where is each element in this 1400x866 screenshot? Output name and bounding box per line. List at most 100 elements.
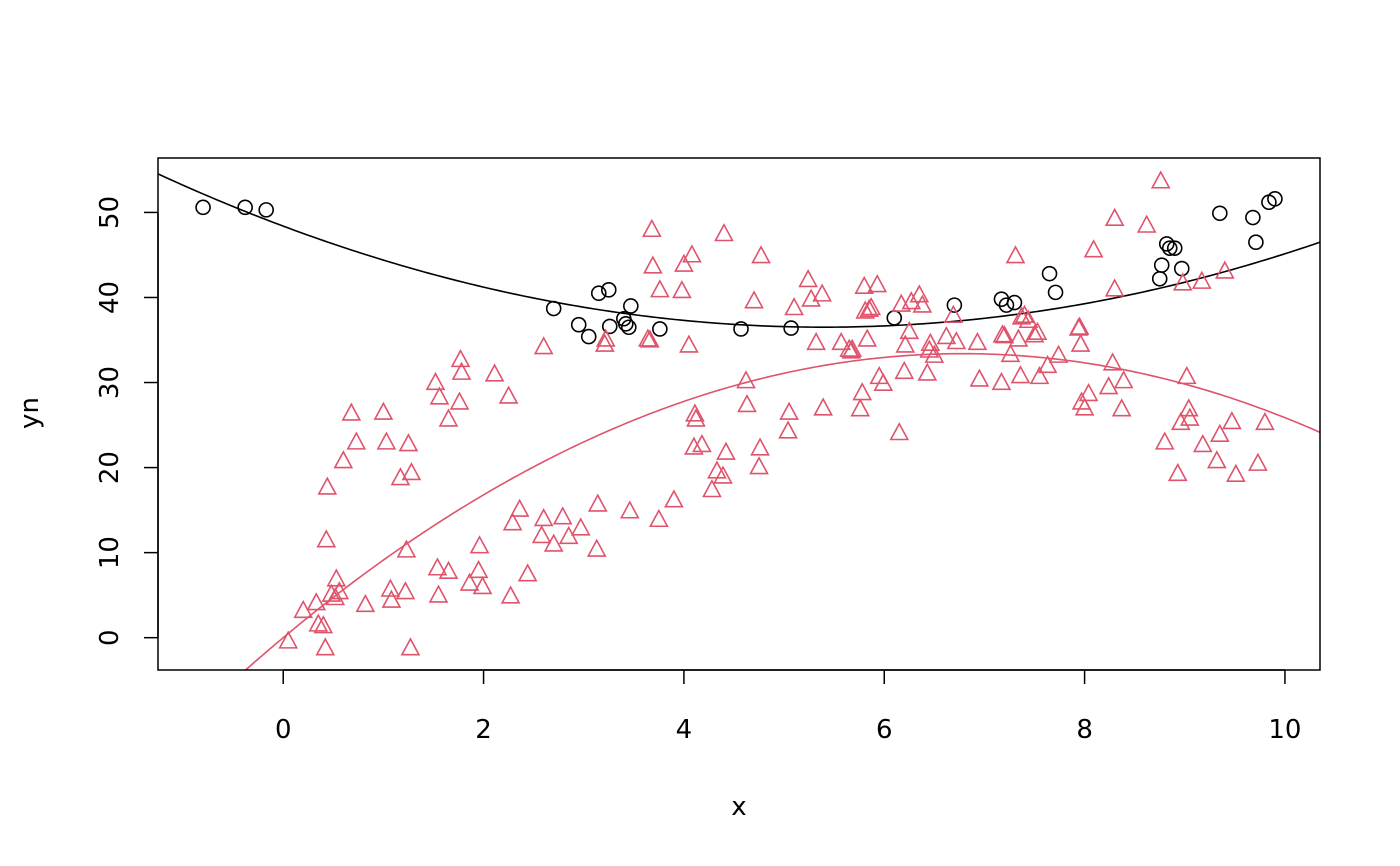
data-point-triangle: [682, 244, 702, 263]
data-point-triangle: [750, 437, 770, 456]
data-point-triangle: [472, 576, 493, 595]
data-point-triangle: [1010, 365, 1031, 384]
y-tick-label: 30: [95, 366, 125, 399]
data-points: [195, 170, 1283, 656]
data-point-triangle: [969, 368, 990, 387]
data-point-circle: [998, 297, 1015, 313]
data-point-triangle: [685, 403, 705, 422]
data-point-triangle: [469, 535, 490, 554]
data-point-triangle: [429, 386, 450, 405]
data-point-circle: [237, 199, 253, 216]
data-point-circle: [621, 319, 637, 336]
data-point-triangle: [395, 581, 416, 600]
data-point-triangle: [1136, 214, 1157, 233]
data-point-circle: [580, 328, 597, 345]
data-point-triangle: [643, 255, 663, 274]
data-point-triangle: [943, 304, 964, 323]
data-point-triangle: [552, 506, 573, 525]
y-tick-label: 20: [95, 451, 125, 484]
data-point-triangle: [842, 338, 863, 357]
data-point-triangle: [702, 479, 722, 498]
data-point-circle: [601, 318, 618, 335]
data-point-circle: [1041, 265, 1058, 282]
data-point-triangle: [909, 284, 930, 303]
data-point-triangle: [806, 331, 826, 351]
data-point-triangle: [857, 328, 878, 347]
data-point-triangle: [737, 394, 757, 413]
data-point-triangle: [396, 539, 417, 558]
data-point-triangle: [398, 433, 419, 452]
data-point-triangle: [1150, 170, 1171, 189]
y-axis: 0 10 20 30 40 50: [95, 196, 159, 646]
data-point-triangle: [679, 334, 699, 353]
data-point-triangle: [686, 408, 706, 427]
data-point-circle: [1248, 234, 1264, 250]
data-point-triangle: [967, 331, 988, 351]
data-point-triangle: [329, 581, 350, 600]
data-point-triangle: [854, 275, 875, 295]
x-tick-label: 8: [1076, 715, 1093, 745]
data-point-triangle: [317, 476, 338, 495]
data-point-triangle: [707, 460, 727, 479]
data-point-triangle: [533, 508, 554, 527]
data-point-triangle: [390, 467, 411, 486]
data-point-triangle: [852, 382, 873, 401]
data-point-triangle: [672, 280, 692, 299]
data-point-circle: [1161, 240, 1178, 256]
data-point-triangle: [427, 557, 448, 576]
data-point-triangle: [1154, 431, 1175, 450]
data-point-triangle: [308, 613, 329, 632]
data-point-circle: [623, 298, 639, 314]
data-point-triangle: [1178, 398, 1199, 417]
data-point-triangle: [716, 441, 736, 460]
data-point-triangle: [1113, 370, 1134, 389]
data-point-circle: [1212, 205, 1228, 222]
data-point-triangle: [459, 572, 480, 591]
data-point-circle: [1153, 257, 1170, 273]
data-point-triangle: [333, 450, 354, 469]
fit-curves: [158, 173, 1320, 670]
data-point-triangle: [1005, 245, 1026, 264]
data-point-triangle: [946, 331, 967, 350]
data-point-triangle: [1098, 376, 1119, 395]
data-point-triangle: [498, 385, 519, 404]
y-tick-label: 40: [95, 281, 125, 314]
data-point-triangle: [425, 371, 446, 391]
data-point-triangle: [533, 336, 554, 355]
x-axis-label: x: [731, 792, 746, 822]
data-point-triangle: [642, 218, 662, 238]
data-point-triangle: [531, 525, 552, 544]
data-point-triangle: [831, 331, 852, 351]
data-point-triangle: [920, 332, 941, 352]
y-tick-label: 10: [95, 536, 125, 569]
data-point-triangle: [936, 325, 957, 345]
data-point-triangle: [1206, 450, 1227, 469]
data-point-triangle: [1074, 397, 1095, 416]
data-point-triangle: [517, 563, 538, 582]
data-point-triangle: [502, 512, 523, 531]
data-point-triangle: [321, 583, 342, 602]
data-point-triangle: [438, 408, 459, 427]
data-point-triangle: [376, 431, 397, 450]
data-point-circle: [1267, 191, 1283, 207]
data-point-triangle: [1214, 260, 1235, 279]
data-point-circle: [1047, 284, 1064, 301]
data-point-triangle: [1037, 354, 1058, 374]
data-point-triangle: [812, 283, 832, 302]
data-point-circle: [195, 199, 211, 216]
data-point-circle: [1158, 236, 1175, 252]
data-point-triangle: [449, 391, 470, 410]
data-point-triangle: [1179, 407, 1200, 426]
data-point-circle: [600, 282, 617, 298]
data-point-triangle: [1172, 272, 1193, 291]
data-point-circle: [886, 310, 903, 326]
x-tick-label: 4: [676, 715, 693, 745]
data-point-triangle: [1222, 411, 1242, 430]
data-point-triangle: [650, 279, 670, 298]
data-point-triangle: [484, 363, 505, 382]
data-point-triangle: [684, 436, 704, 455]
data-point-triangle: [917, 362, 938, 381]
data-point-triangle: [859, 298, 880, 317]
data-point-triangle: [1070, 333, 1091, 352]
